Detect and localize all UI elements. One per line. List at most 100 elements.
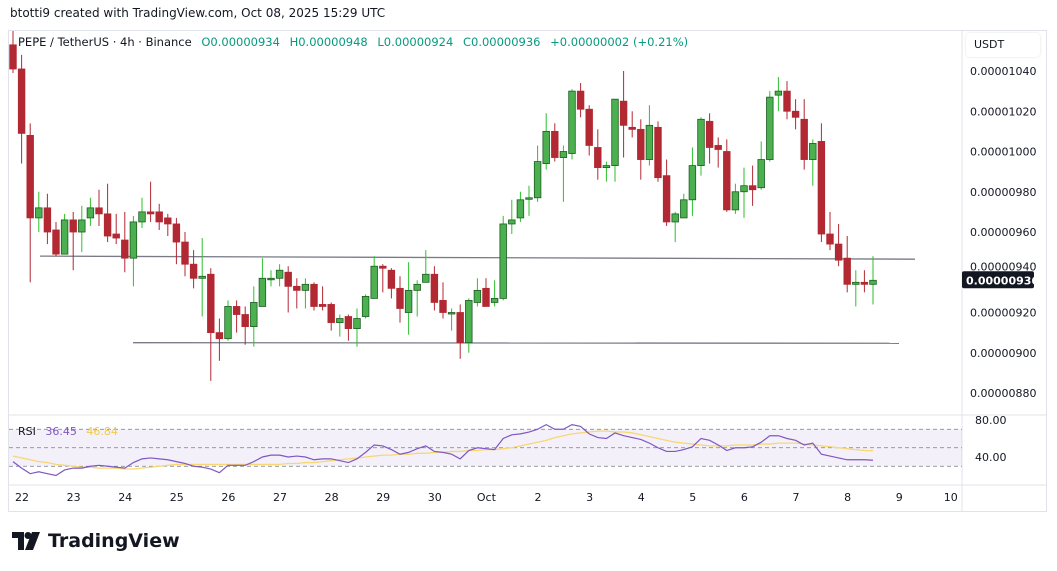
- candle-body: [396, 287, 404, 309]
- candle-body: [723, 151, 731, 211]
- candle-body: [774, 90, 783, 96]
- candle-body: [26, 134, 34, 219]
- candle-body: [705, 120, 714, 148]
- time-tick-label: 6: [741, 491, 748, 504]
- candle: [533, 145, 542, 202]
- candle: [542, 113, 550, 170]
- candle: [379, 264, 387, 293]
- ohlc-change: +0.00000002 (+0.21%): [550, 35, 689, 49]
- candle: [310, 282, 318, 311]
- candle: [456, 304, 464, 359]
- candle: [129, 215, 138, 287]
- candle: [654, 121, 662, 182]
- tradingview-logo: TradingView: [12, 530, 180, 552]
- rsi-tick-label: 40.00: [975, 451, 1007, 464]
- candle: [301, 278, 310, 309]
- candle: [748, 165, 757, 206]
- candle-body: [413, 283, 421, 291]
- symbol-label[interactable]: PEPE / TetherUS · 4h · Binance: [18, 35, 192, 49]
- time-tick-label: 29: [376, 491, 390, 504]
- candle-body: [697, 118, 705, 166]
- candle: [516, 191, 525, 222]
- candle: [370, 256, 378, 299]
- candle-body: [542, 130, 550, 164]
- currency-button[interactable]: USDT: [966, 33, 1040, 57]
- candle-body: [645, 124, 654, 160]
- chart-frame: [8, 30, 1047, 512]
- time-tick-label: 27: [273, 491, 287, 504]
- candle: [413, 280, 421, 317]
- candle: [361, 294, 370, 319]
- candle-body: [232, 306, 241, 315]
- candle: [714, 137, 722, 168]
- candle: [267, 270, 275, 287]
- candle: [551, 123, 559, 162]
- candle-body: [869, 279, 877, 285]
- time-tick-label: 28: [325, 491, 339, 504]
- candle-body: [490, 298, 499, 303]
- candle-body: [422, 273, 430, 283]
- time-tick-label: 24: [118, 491, 132, 504]
- time-tick-label: 25: [170, 491, 184, 504]
- candle-body: [353, 318, 361, 330]
- candle-body: [680, 199, 688, 219]
- candle: [189, 250, 198, 289]
- candle: [275, 264, 284, 287]
- candle: [559, 145, 568, 202]
- candle: [611, 98, 619, 182]
- rsi-ma-value: 46.84: [86, 425, 118, 438]
- candle-body: [465, 300, 473, 344]
- candle: [430, 266, 439, 311]
- candle: [568, 89, 576, 160]
- candle: [826, 211, 834, 251]
- candle: [172, 217, 181, 265]
- candle-body: [267, 277, 275, 281]
- rsi-value: 36.45: [45, 425, 77, 438]
- price-tick-label: 0.00001020: [970, 105, 1036, 118]
- candle: [585, 105, 593, 156]
- candle-body: [86, 207, 95, 219]
- candle: [860, 270, 869, 293]
- candle-body: [757, 159, 765, 189]
- candle: [387, 268, 396, 299]
- candle-body: [43, 207, 52, 233]
- candle-body: [215, 332, 224, 340]
- tradingview-logo-icon: [12, 532, 40, 550]
- rsi-name[interactable]: RSI: [18, 425, 36, 438]
- time-tick-label: 9: [896, 491, 903, 504]
- candle-body: [379, 265, 387, 269]
- candle: [318, 286, 327, 311]
- candle: [637, 119, 645, 180]
- candle-body: [241, 314, 249, 327]
- candle: [284, 266, 292, 313]
- candle-body: [155, 211, 163, 223]
- candle: [490, 280, 499, 307]
- time-tick-label: 10: [944, 491, 958, 504]
- candle-body: [138, 211, 146, 223]
- ohlc-low: L0.00000924: [377, 35, 454, 49]
- candle-body: [250, 302, 258, 327]
- price-tick-label: 0.00000920: [970, 307, 1036, 320]
- time-tick-label: 4: [638, 491, 645, 504]
- support-line[interactable]: [132, 342, 900, 344]
- time-tick-label: 7: [793, 491, 800, 504]
- candle: [791, 99, 800, 130]
- candle-body: [112, 233, 120, 239]
- price-tick-label: 0.00001000: [970, 146, 1036, 159]
- rsi-line: [12, 423, 874, 477]
- candle: [473, 278, 482, 307]
- candle-body: [791, 110, 800, 118]
- candle-body: [525, 197, 533, 200]
- candle-body: [499, 223, 507, 299]
- candle-body: [293, 285, 301, 291]
- candle: [740, 167, 748, 218]
- resistance-line[interactable]: [39, 255, 916, 260]
- candle: [766, 91, 774, 162]
- time-tick-label: 8: [844, 491, 851, 504]
- candle-body: [258, 277, 267, 307]
- candle-body: [551, 130, 559, 158]
- candle: [293, 278, 301, 309]
- candle-body: [198, 275, 206, 279]
- ohlc-high: H0.00000948: [289, 35, 368, 49]
